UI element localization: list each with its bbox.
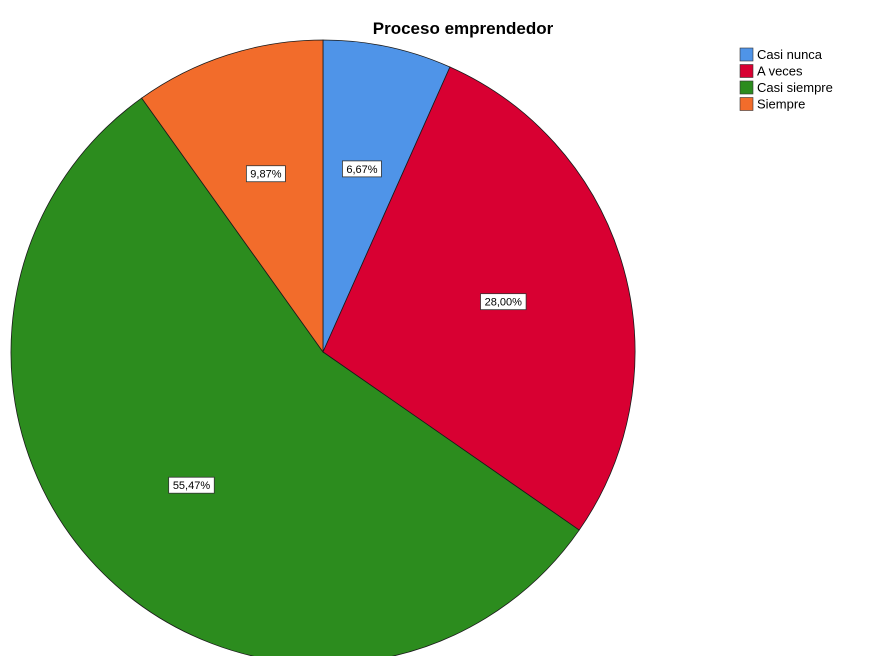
legend-label: Siempre: [757, 97, 805, 112]
pie-slice-siempre: [141, 39, 324, 354]
data-labels: 6,67% 28,00% 55,47% 9,87%: [168, 160, 527, 494]
data-label-text: 55,47%: [173, 480, 211, 492]
data-label-box: [480, 293, 527, 311]
pie-slice-casi-nunca: [322, 39, 451, 353]
data-label: 6,67%: [342, 160, 382, 178]
legend-label: Casi nunca: [757, 47, 823, 62]
data-label-text: 6,67%: [346, 164, 377, 176]
chart-title: Proceso emprendedor: [373, 19, 554, 38]
data-label-text: 28,00%: [485, 297, 523, 309]
data-label-box: [342, 160, 382, 178]
legend-swatch-casi-nunca: [739, 47, 754, 62]
pie-slices: [10, 39, 636, 656]
legend-swatch-siempre: [739, 97, 754, 111]
data-label-box: [168, 476, 215, 494]
legend-swatch-a-veces: [739, 64, 754, 78]
pie-slice-casi-siempre: [10, 97, 580, 656]
legend-swatch-casi-siempre: [739, 80, 754, 95]
data-label: 28,00%: [480, 293, 527, 311]
data-label-box: [245, 165, 286, 183]
pie-slice-a-veces: [322, 66, 636, 531]
legend-label: Casi siempre: [757, 80, 833, 95]
data-label: 9,87%: [245, 165, 286, 183]
legend-label: A veces: [757, 64, 803, 79]
data-label: 55,47%: [168, 476, 215, 494]
data-label-text: 9,87%: [250, 169, 281, 181]
